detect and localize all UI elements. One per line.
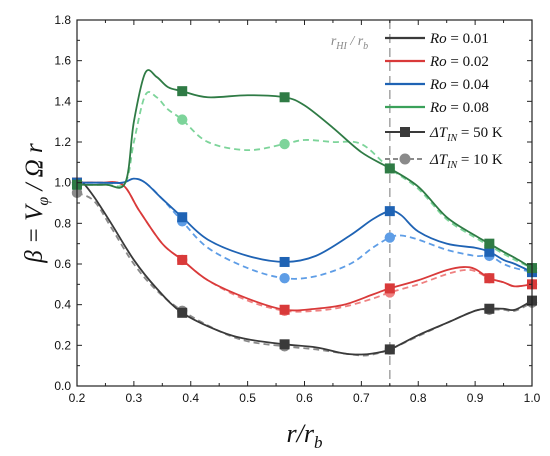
legend-label: ΔTIN = 50 K <box>429 125 503 144</box>
legend-item: Ro = 0.04 <box>385 77 489 93</box>
legend-label: Ro = 0.02 <box>429 54 489 70</box>
data-point <box>177 86 188 97</box>
legend: Ro = 0.01 Ro = 0.02 Ro = 0.04 Ro = 0.08 ΔTIN… <box>385 31 503 171</box>
data-point <box>177 307 188 318</box>
x-tick-label: 0.4 <box>182 391 199 405</box>
legend-label: Ro = 0.04 <box>429 77 489 93</box>
data-point <box>484 273 495 284</box>
data-point <box>384 163 395 174</box>
y-tick-label: 0.2 <box>54 338 71 352</box>
y-tick-label: 0.6 <box>54 257 71 271</box>
data-point <box>384 206 395 217</box>
y-tick-label: 1.4 <box>54 94 71 108</box>
data-point <box>279 273 290 284</box>
data-point <box>384 344 395 355</box>
x-tick-label: 0.5 <box>239 391 256 405</box>
series-line <box>77 177 533 273</box>
x-tick-label: 1.0 <box>524 391 541 405</box>
legend-label: ΔTIN = 10 K <box>429 152 503 171</box>
legend-item: Ro = 0.02 <box>385 54 489 70</box>
legend-marker <box>400 127 410 137</box>
series-lines <box>76 69 533 357</box>
x-axis-title: r/rb <box>287 419 323 452</box>
x-tick-label: 0.6 <box>296 391 313 405</box>
data-point <box>384 283 395 294</box>
data-point <box>484 238 495 249</box>
series-markers <box>71 86 538 355</box>
legend-label: Ro = 0.08 <box>429 100 489 116</box>
reference-line-label: rHI / rb <box>331 34 368 52</box>
y-axis-title: β = Vφ / Ω r <box>21 143 52 264</box>
data-point <box>484 303 495 314</box>
y-tick-label: 1.6 <box>54 54 71 68</box>
x-tick-label: 0.9 <box>467 391 484 405</box>
y-tick-label: 0.0 <box>54 379 71 393</box>
data-point <box>177 114 188 125</box>
legend-item: ΔTIN = 50 K <box>385 125 503 144</box>
y-tick-label: 1.0 <box>54 176 71 190</box>
data-point <box>279 339 290 350</box>
data-point <box>384 232 396 243</box>
x-tick-label: 0.3 <box>126 391 143 405</box>
data-point <box>177 254 188 265</box>
series-line <box>76 180 533 356</box>
y-tick-label: 1.8 <box>54 13 71 27</box>
legend-marker <box>399 153 411 165</box>
series-line <box>76 91 533 269</box>
x-tick-label: 0.8 <box>410 391 427 405</box>
series-line <box>76 69 533 269</box>
data-point <box>279 138 290 150</box>
legend-item: Ro = 0.08 <box>385 100 489 116</box>
data-point <box>177 212 188 223</box>
x-tick-label: 0.2 <box>69 391 86 405</box>
y-tick-label: 0.4 <box>54 298 71 312</box>
data-point <box>279 256 290 267</box>
y-tick-label: 1.2 <box>54 135 71 149</box>
svg-text:β = Vφ / Ω r: β = Vφ / Ω r <box>21 143 52 264</box>
data-point <box>484 246 495 257</box>
x-tick-label: 0.7 <box>353 391 370 405</box>
legend-label: Ro = 0.01 <box>429 31 489 47</box>
y-tick-label: 0.8 <box>54 216 71 230</box>
legend-item: ΔTIN = 10 K <box>385 152 503 171</box>
data-point <box>279 92 290 103</box>
legend-item: Ro = 0.01 <box>385 31 489 47</box>
data-point <box>279 304 290 315</box>
axes: 0.2 0.3 0.4 0.5 0.6 0.7 0.8 0.9 1.00.00.20.40.60… <box>21 13 541 452</box>
